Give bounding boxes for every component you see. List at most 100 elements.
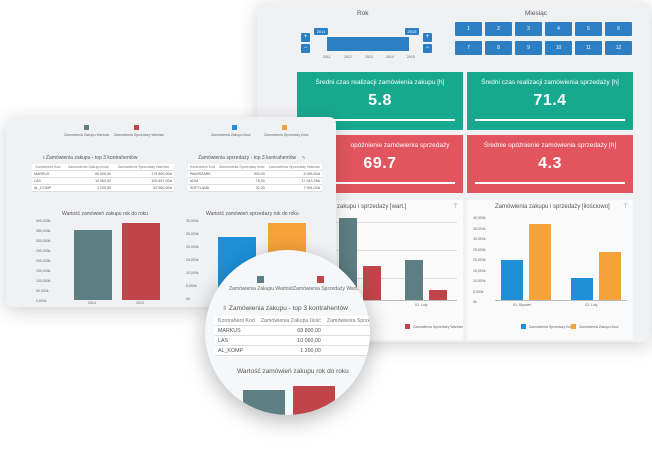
y-tick-label: 30,000k [473,237,486,241]
bar-feb-sales [429,290,447,300]
y-tick-label: 20,000k [473,258,486,262]
legend-label: Zamówienia Sprzedaży Ilość [264,133,309,137]
month-button-6[interactable]: 6 [605,22,632,36]
kpi-avg-sales-delay: Średnie opóźnienie zamówienia sprzedaży … [467,135,633,193]
y-tick-label: 35,000k [473,226,486,231]
month-button-2[interactable]: 2 [485,22,512,36]
column-header: Zamówienia Sprzedaży Wartość [323,316,370,326]
kpi-underline [305,182,455,184]
y-tick-label: 0k [473,300,477,304]
bar-2014-zoomed [243,390,285,415]
table-cell: AL_KOMP [32,184,64,192]
table-cell: 32,00 [216,184,267,192]
column-header: Kontrahent Kod [215,316,258,326]
month-button-12[interactable]: 12 [605,41,632,55]
y-tick-label: 25,000k [186,232,199,236]
y-tick-label: 250,000k [36,249,51,253]
table-cell: 179 800,00zł [113,170,174,178]
y-tick-label: 20,000k [186,245,199,249]
miesiac-label: Miesiąc [525,10,548,17]
table-row[interactable]: SOFTLAND 32,00 7 994,02zł [188,184,323,192]
filter-icon[interactable]: ⊤ [453,204,459,210]
table-cell: 78,00 [216,177,267,185]
month-button-11[interactable]: 11 [575,41,602,55]
table-cell: AL_KOMP [215,345,258,356]
year-start-handle[interactable]: 2011 [314,28,328,35]
table-row[interactable]: MARKUS 60 000,00 179 800,00zł [32,170,174,178]
chart-title: zakupu i sprzedaży [wart.] [337,204,407,210]
table-cell: 10 060,00 [257,335,324,346]
y-tick-label: 15,000k [186,258,199,262]
expand-icon[interactable]: ⇕ [222,306,228,312]
month-button-10[interactable]: 10 [545,41,572,55]
kpi-underline [475,119,625,121]
year-end-handle[interactable]: 2015 [405,28,419,35]
y-tick-label: 15,000k [473,268,486,273]
bar-2014 [74,230,112,300]
table-cell: 7 994,02zł [266,184,323,192]
legend-swatch [317,276,324,283]
kpi-title: Średnie opóźnienie zamówienia sprzedaży … [483,142,617,149]
table-row[interactable]: ADM 78,00 17 543,78zł [188,177,323,185]
kpi-purchase-time: Średni czas realizacji zamówienia zakupu… [297,72,463,130]
month-button-9[interactable]: 9 [515,41,542,55]
top-contractors-purchase-table: Kontrahent Kod Zamówienia Zakupu Ilość Zam… [32,164,174,192]
year-tick: 2015 [407,55,415,59]
year-range-bar[interactable] [327,37,409,51]
year-decrease-button[interactable]: − [301,44,310,53]
category-label: 02. Luty [585,303,598,307]
table-cell: 17 543,78zł [266,177,323,185]
y-tick-label: 5,000k [473,289,484,294]
legend-swatch [282,125,287,130]
y-tick-label: 40,000k [473,216,486,220]
column-header: Zamówienia Zakupu Ilość [63,164,114,171]
table-cell: 52 900,00zł [323,345,370,356]
bar-feb-qty-purchase [599,252,621,300]
year-end-decrease-button[interactable]: − [423,44,432,53]
column-header: Kontrahent Kod [188,164,217,171]
month-button-1[interactable]: 1 [455,22,482,36]
table-title: Zamówienia zakupu - top 3 kontrahentów [46,155,138,161]
table-cell: LAS [32,177,64,185]
edit-icon[interactable]: ✎ [302,155,306,160]
expand-icon[interactable]: ⇕ [42,155,46,160]
top-contractors-purchase-table-zoomed: Kontrahent Kod Zamówienia Zakupu Ilość Zam… [215,316,370,356]
month-button-3[interactable]: 3 [515,22,542,36]
category-label: 2015 [136,301,144,305]
year-tick: 2014 [386,55,394,59]
y-tick-label: 25,000k [473,247,486,252]
table-cell: PAWISZARK [188,170,217,178]
y-tick-label: 10,000k [186,271,199,275]
legend-swatch [232,125,237,130]
category-label: 2014 [88,301,96,305]
filter-icon[interactable]: ⊤ [623,204,629,210]
month-button-4[interactable]: 4 [545,22,572,36]
legend-label: Zamówienia Sprzedaży Ilość [529,325,574,329]
y-tick-label: 350,000k [36,229,51,233]
month-button-7[interactable]: 7 [455,41,482,55]
y-tick-label: 5,000k [186,284,197,288]
table-header-row: Kontrahent Kod Zamówienia Sprzedaży Ilość… [188,164,323,171]
y-tick-label: 400,000k [36,219,51,223]
year-increase-button[interactable]: + [301,33,310,42]
year-end-increase-button[interactable]: + [423,33,432,42]
year-tick: 2013 [365,55,373,59]
y-tick-label: 0,000k [36,299,47,303]
column-header: Kontrahent Kod [32,164,64,171]
kpi-value: 69.7 [363,155,397,172]
table-cell: ADM [188,177,217,185]
table-cell: 109 637,00zł [323,335,370,346]
month-button-5[interactable]: 5 [575,22,602,36]
kpi-value: 5.8 [368,92,392,109]
month-button-8[interactable]: 8 [485,41,512,55]
y-tick-label: 30,000k [186,219,199,223]
legend-label: Zamówienia Sprzedaży Wartość [293,286,365,292]
chart-title: Wartość zamówień zakupu rok do roku [237,368,349,375]
table-row[interactable]: PAWISZARK 900,00 3 995,52zł [188,170,323,178]
table-title: Zamówienia sprzedaży - top 3 kontrahentó… [198,155,297,161]
